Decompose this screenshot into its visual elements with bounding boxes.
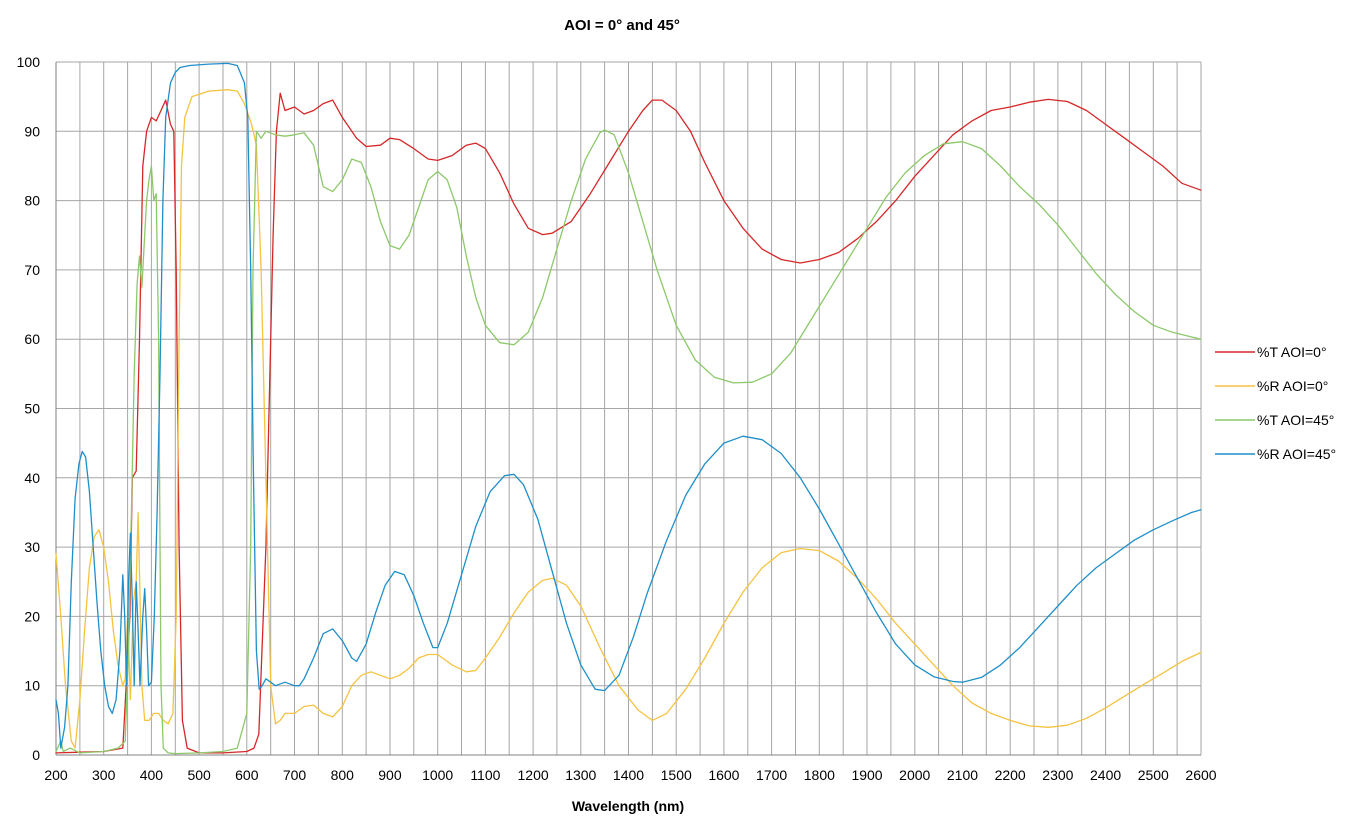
series-line-2 [55,89,1202,749]
x-tick-label: 2600 [1185,767,1216,783]
series-lines [55,62,1202,755]
y-tick-label: 20 [24,608,40,624]
x-tick-label: 2200 [995,767,1026,783]
x-tick-label: 1100 [470,767,500,783]
x-tick-label: 1600 [708,767,739,783]
series-line-4 [55,62,1202,749]
y-tick-label: 50 [24,401,40,417]
x-tick-label: 500 [187,767,211,783]
x-tick-label: 1200 [518,767,549,783]
x-tick-label: 2300 [1042,767,1073,783]
x-tick-label: 1800 [804,767,835,783]
x-tick-label: 400 [140,767,164,783]
x-tick-label: 2400 [1090,767,1121,783]
y-tick-label: 40 [24,470,40,486]
y-tick-label: 70 [24,262,40,278]
x-tick-label: 1900 [851,767,882,783]
legend-label-1: %T AOI=0° [1257,344,1327,360]
y-tick-label: 30 [24,539,40,555]
chart-title: AOI = 0° and 45° [564,17,680,34]
y-tick-label: 100 [17,54,41,70]
grid [55,61,1202,756]
x-tick-label: 1000 [422,767,453,783]
x-tick-label: 900 [378,767,402,783]
x-tick-label: 1300 [565,767,596,783]
series-line-3 [55,129,1202,755]
y-tick-label: 80 [24,193,40,209]
x-tick-label: 200 [44,767,68,783]
y-tick-label: 10 [24,678,40,694]
x-axis-label: Wavelength (nm) [572,798,684,814]
y-tick-label: 60 [24,331,40,347]
x-tick-label: 800 [331,767,355,783]
legend: %T AOI=0° %R AOI=0° %T AOI=45° %R AOI=45° [1215,344,1336,462]
x-tick-label: 700 [283,767,307,783]
x-tick-label: 2500 [1138,767,1169,783]
x-axis-tick-labels: 200 300 400 500 600 700 800 900 1000 1100 1200 1300… [44,767,1216,783]
x-tick-label: 600 [235,767,259,783]
x-tick-label: 1400 [613,767,644,783]
x-tick-label: 1700 [756,767,787,783]
y-tick-label: 90 [24,123,40,139]
x-tick-label: 2100 [947,767,978,783]
y-tick-label: 0 [32,747,40,763]
x-tick-label: 2000 [899,767,930,783]
legend-label-2: %R AOI=0° [1257,378,1328,394]
legend-label-3: %T AOI=45° [1257,412,1334,428]
legend-label-4: %R AOI=45° [1257,446,1336,462]
x-tick-label: 1500 [661,767,692,783]
axes [55,62,1201,756]
x-tick-label: 300 [92,767,116,783]
y-axis-tick-labels: 0 10 20 30 40 50 60 70 80 90 100 [17,54,41,763]
series-line-1 [55,92,1202,754]
